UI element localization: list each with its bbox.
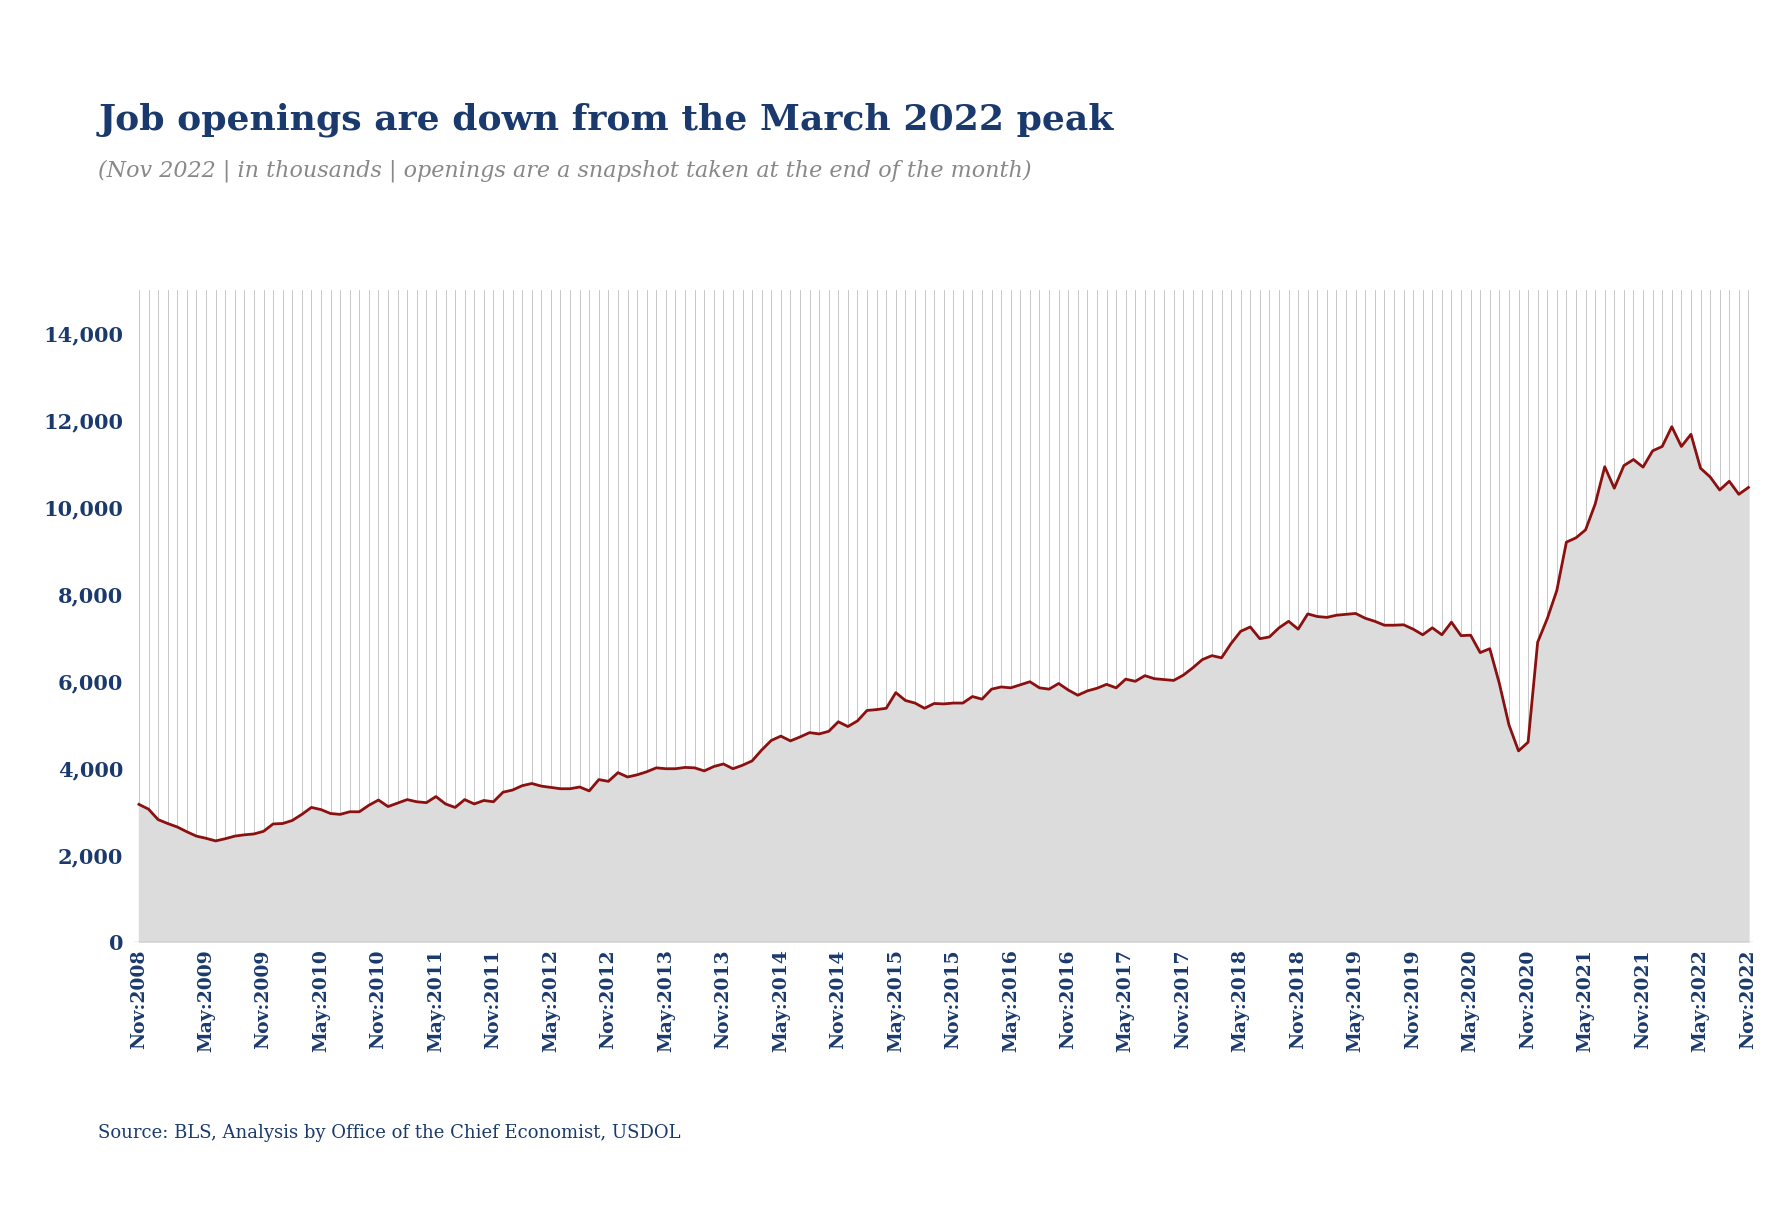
Text: (Nov 2022 | in thousands | openings are a snapshot taken at the end of the month: (Nov 2022 | in thousands | openings are … (98, 159, 1032, 182)
Text: Job openings are down from the March 2022 peak: Job openings are down from the March 202… (98, 103, 1113, 138)
Text: Source: BLS, Analysis by Office of the Chief Economist, USDOL: Source: BLS, Analysis by Office of the C… (98, 1123, 682, 1142)
